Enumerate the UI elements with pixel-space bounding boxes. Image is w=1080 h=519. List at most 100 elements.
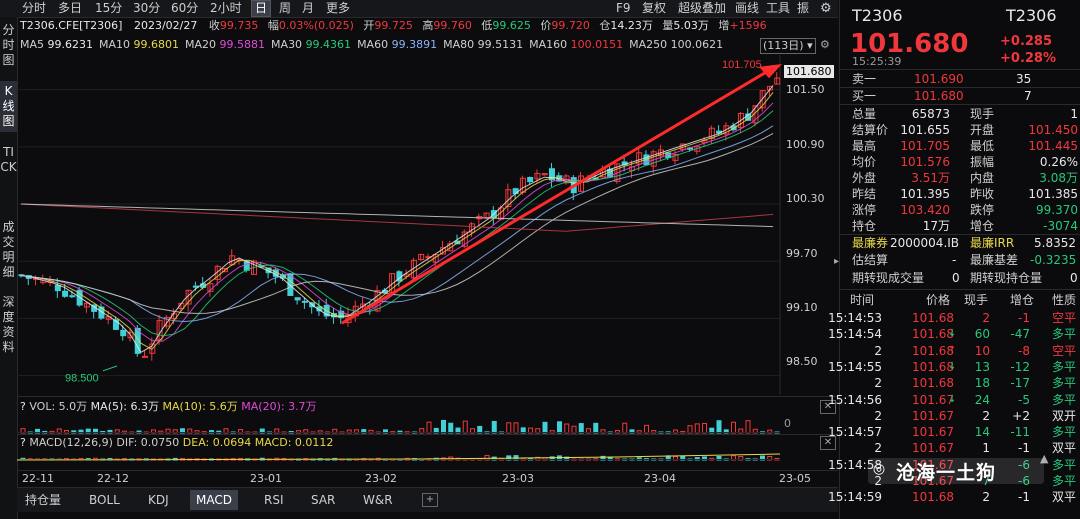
date-tick-label: 22-11 <box>22 472 54 485</box>
tick-price: 101.67 <box>912 457 954 472</box>
stat-value: 0.26% <box>1039 155 1078 169</box>
candle-body <box>83 302 90 308</box>
tick-qty: 13 <box>974 359 990 374</box>
volume-chart[interactable] <box>17 414 838 434</box>
legend-item: MA(5): 6.3万 <box>90 400 159 413</box>
candle-body <box>774 77 781 85</box>
tick-price: 101.68 <box>912 311 954 325</box>
left-tab-trades[interactable]: 成交明细 <box>2 220 15 279</box>
kline-chart[interactable]: 101.705 98.500 <box>17 55 838 395</box>
low-value: 99.625 <box>492 19 531 32</box>
candle-body <box>708 127 715 140</box>
tab-intraday[interactable]: 分时 <box>22 1 47 15</box>
collapse-panel-icon[interactable]: ▸ <box>834 256 840 267</box>
stat-label: 最高 <box>852 139 877 153</box>
bar <box>564 423 570 434</box>
add-indicator-icon[interactable]: + <box>422 493 438 507</box>
settings-small-icon[interactable]: ⚙ <box>820 38 830 51</box>
tick-qty: 2 <box>982 311 990 325</box>
price-tick-label: 101.50 <box>786 83 825 96</box>
tab-daily[interactable]: 日 <box>251 0 272 17</box>
tab-kdj[interactable]: KDJ <box>148 493 169 507</box>
help-icon[interactable]: ? <box>20 400 26 413</box>
stat-label: 持仓 <box>852 219 877 233</box>
oi-value: 14.23万 <box>610 19 653 32</box>
tick-price: 101.68 <box>912 359 954 374</box>
tab-30min[interactable]: 30分 <box>133 1 161 15</box>
left-tab-intraday[interactable]: 分时图 <box>2 23 15 67</box>
tab-boll[interactable]: BOLL <box>89 493 120 507</box>
stat-label: 昨收 <box>970 187 995 201</box>
tab-open-interest[interactable]: 持仓量 <box>25 493 62 507</box>
ticks-header-price: 价格 <box>926 293 951 307</box>
date-axis: 22-11 22-12 23-01 23-02 23-03 23-04 23-05 <box>17 470 838 487</box>
stat-value: 17万 <box>922 219 950 233</box>
vol-value: 5.03万 <box>673 19 709 32</box>
tick-oichg: -12 <box>1010 359 1030 374</box>
tick-row: 2 101.67 7 -6 多平 <box>852 473 1078 489</box>
tools-button[interactable]: 工具 <box>766 1 791 15</box>
tab-15min[interactable]: 15分 <box>95 1 123 15</box>
left-tab-kline[interactable]: K线图 <box>0 81 17 132</box>
stat-value: 101.705 <box>900 139 950 153</box>
change-value: 0.03%(0.025) <box>278 19 354 32</box>
tick-oichg: +2 <box>1012 408 1030 423</box>
trend-arrow <box>341 67 773 325</box>
scroll-up-icon[interactable]: ▲ <box>1040 452 1049 465</box>
tab-2hour[interactable]: 2小时 <box>210 1 242 15</box>
tick-time: 15:14:56 <box>828 392 882 407</box>
vol-axis-zero: 0 <box>784 417 791 430</box>
stat-value: 3.08万 <box>1039 171 1078 185</box>
ma-line <box>20 132 774 314</box>
tab-wr[interactable]: W&R <box>363 493 393 507</box>
tick-price: 101.67 <box>912 441 954 456</box>
close-vol-panel-icon[interactable]: ✕ <box>820 400 836 414</box>
stat-value: 1 <box>1070 107 1078 121</box>
overlay-button[interactable]: 超级叠加 <box>678 1 727 15</box>
close-macd-panel-icon[interactable]: ✕ <box>820 436 836 450</box>
tab-sar[interactable]: SAR <box>311 493 336 507</box>
draw-line-button[interactable]: 画线 <box>735 1 760 15</box>
tab-monthly[interactable]: 月 <box>302 1 315 15</box>
date-tick-label: 23-04 <box>644 472 676 485</box>
quote-info-line: T2306.CFE[T2306] 2023/02/27 收99.735 幅0.0… <box>20 19 767 33</box>
tick-time: 2 <box>874 441 882 456</box>
tab-more[interactable]: 更多 <box>326 1 351 15</box>
ma-label: MA160 <box>529 38 568 51</box>
ma-line <box>20 203 774 228</box>
tab-rsi[interactable]: RSI <box>264 493 284 507</box>
est-settle-value: - <box>952 253 957 267</box>
tick-nature: 多平 <box>1052 359 1077 374</box>
candle-body <box>134 327 141 354</box>
macd-chart[interactable] <box>17 450 838 470</box>
period-selector[interactable]: (113日) ▾ <box>760 38 816 54</box>
tab-macd[interactable]: MACD <box>190 490 238 510</box>
tick-row: 15:14:55 101.68 ↓ 13 -12 多平 <box>828 359 1078 375</box>
tick-row: 15:14:57 101.67 14 -11 多平 <box>828 424 1078 440</box>
candle-body <box>548 168 555 181</box>
stat-label: 均价 <box>852 155 877 169</box>
candle-body <box>112 319 119 330</box>
tick-row: 15:14:58 101.67 -6 多平 <box>828 457 1078 473</box>
f9-button[interactable]: F9 <box>616 1 631 15</box>
tab-60min[interactable]: 60分 <box>171 1 199 15</box>
tick-oichg: -1 <box>1018 311 1030 325</box>
left-tab-tick[interactable]: TICK <box>0 145 17 174</box>
gear-icon[interactable]: ⚙ <box>820 1 832 16</box>
tab-weekly[interactable]: 周 <box>279 1 292 15</box>
left-tab-depth[interactable]: 深度资料 <box>2 295 15 354</box>
tab-multiday[interactable]: 多日 <box>58 1 83 15</box>
tick-oichg: -6 <box>1018 457 1030 472</box>
candle-body <box>519 177 526 193</box>
tick-nature: 双开 <box>1052 408 1077 423</box>
stat-value: 101.385 <box>1028 187 1078 201</box>
adjust-button[interactable]: 复权 <box>642 1 667 15</box>
stat-label: 涨停 <box>852 203 877 217</box>
candle-body <box>461 231 468 247</box>
bar <box>426 421 432 434</box>
tick-time: 15:14:53 <box>828 311 882 325</box>
tick-oichg: -11 <box>1010 425 1030 440</box>
stat-label: 结算价 <box>852 123 889 137</box>
date-tick-label: 23-05 <box>779 472 811 485</box>
help-icon[interactable]: ? <box>20 436 26 449</box>
